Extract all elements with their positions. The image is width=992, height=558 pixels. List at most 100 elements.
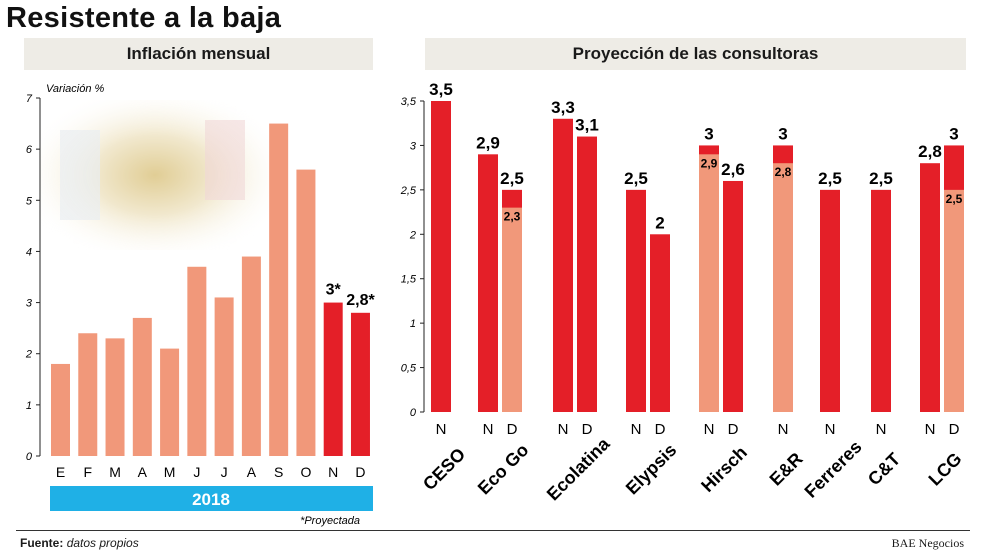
month-label: J <box>193 464 200 480</box>
month-label: F <box>83 464 92 480</box>
brand-credit: BAE Negocios <box>891 536 964 550</box>
consultora-name: C&T <box>864 449 904 489</box>
series-key-label: N <box>436 421 447 438</box>
consultora-inner-label: 2,8 <box>775 165 792 179</box>
right-y-tick-label: 0 <box>410 407 417 419</box>
inflation-bar <box>187 266 207 456</box>
left-y-tick-label: 3 <box>26 298 33 310</box>
consultora-name: Elypsis <box>622 440 681 499</box>
consultora-data-label: 3 <box>778 124 787 143</box>
series-key-label: N <box>778 421 789 438</box>
inflation-data-label: 2,8* <box>346 292 375 309</box>
consultora-name: Hirsch <box>697 442 751 496</box>
consultora-data-label: 3,5 <box>429 80 453 99</box>
inflation-bar <box>269 123 289 457</box>
consultora-name: Eco Go <box>474 440 533 499</box>
inflation-bar <box>105 338 125 456</box>
series-key-label: D <box>949 421 960 438</box>
month-label: M <box>164 464 176 480</box>
main-title: Resistente a la baja <box>6 2 282 34</box>
consultora-data-label: 2,5 <box>818 169 842 188</box>
year-label: 2018 <box>192 490 230 509</box>
consultora-data-label: 3 <box>704 124 713 143</box>
consultora-name: LCG <box>925 449 966 490</box>
left-y-tick-label: 7 <box>26 93 33 105</box>
source-label: Fuente: <box>20 536 64 550</box>
inflation-bar <box>160 348 180 456</box>
consultora-bar <box>820 189 840 412</box>
consultora-data-label: 3 <box>949 124 958 143</box>
right-chart-title: Proyección de las consultoras <box>425 38 966 70</box>
series-key-label: N <box>704 421 715 438</box>
consultora-data-label: 2,5 <box>624 169 648 188</box>
consultora-bar <box>577 136 597 413</box>
inflation-bar <box>296 169 316 456</box>
inflation-bar <box>350 312 370 456</box>
consultora-name: CESO <box>419 444 469 494</box>
left-y-tick-label: 2 <box>25 349 32 361</box>
series-key-label: D <box>728 421 739 438</box>
month-label: A <box>138 464 148 480</box>
consultora-bar <box>478 154 498 413</box>
month-label: M <box>109 464 121 480</box>
series-key-label: N <box>925 421 936 438</box>
consultora-bar <box>871 189 891 412</box>
consultora-name: Ecolatina <box>543 433 614 504</box>
series-key-label: N <box>825 421 836 438</box>
series-key-label: N <box>876 421 887 438</box>
consultora-inner-bar <box>944 189 964 412</box>
month-label: N <box>328 464 338 480</box>
consultora-data-label: 3,1 <box>575 116 599 135</box>
right-y-tick-label: 2 <box>409 229 416 241</box>
month-label: O <box>300 464 311 480</box>
month-label: E <box>56 464 65 480</box>
series-key-label: N <box>483 421 494 438</box>
consultora-bar <box>431 101 451 412</box>
right-y-tick-label: 1,5 <box>401 274 417 286</box>
left-y-tick-label: 4 <box>26 246 32 258</box>
series-key-label: N <box>631 421 642 438</box>
month-label: S <box>274 464 283 480</box>
consultora-inner-bar <box>699 154 719 413</box>
inflation-bar <box>241 256 261 456</box>
inflation-bar <box>323 302 343 456</box>
consultora-bar <box>553 118 573 413</box>
inflation-bar <box>51 363 70 456</box>
left-chart-title: Inflación mensual <box>24 38 373 70</box>
consultora-data-label: 2,5 <box>500 169 524 188</box>
consultora-inner-bar <box>773 163 793 412</box>
left-y-tick-label: 0 <box>26 451 33 463</box>
consultora-data-label: 2,8 <box>918 142 942 161</box>
consultora-data-label: 2 <box>655 213 664 232</box>
footer-divider <box>16 530 970 531</box>
right-y-tick-label: 1 <box>410 318 416 330</box>
left-y-tick-label: 1 <box>26 400 32 412</box>
inflation-bar <box>214 297 234 456</box>
consultora-data-label: 3,3 <box>551 98 575 117</box>
consultora-inner-label: 2,9 <box>701 156 718 170</box>
projected-note: *Proyectada <box>300 515 360 527</box>
inflation-data-label: 3* <box>326 282 342 299</box>
consultora-data-label: 2,6 <box>721 160 745 179</box>
source-text: datos propios <box>66 536 139 550</box>
right-y-tick-label: 3 <box>410 140 417 152</box>
right-y-tick-label: 2,5 <box>400 185 417 197</box>
consultora-inner-label: 2,5 <box>946 192 963 206</box>
right-y-tick-label: 0,5 <box>401 363 417 375</box>
consultora-data-label: 2,9 <box>476 133 500 152</box>
consultora-bar <box>723 180 743 412</box>
consultora-name: Ferreres <box>801 437 866 502</box>
year-band <box>50 486 373 511</box>
inflation-bar <box>78 333 98 456</box>
left-y-axis-label: Variación % <box>46 83 105 95</box>
consultora-data-label: 2,5 <box>869 169 893 188</box>
month-label: A <box>247 464 257 480</box>
inflation-bar <box>132 317 152 456</box>
month-label: J <box>221 464 228 480</box>
photo-illustration <box>40 100 270 250</box>
series-key-label: D <box>655 421 666 438</box>
series-key-label: N <box>558 421 569 438</box>
left-y-tick-label: 6 <box>26 144 33 156</box>
